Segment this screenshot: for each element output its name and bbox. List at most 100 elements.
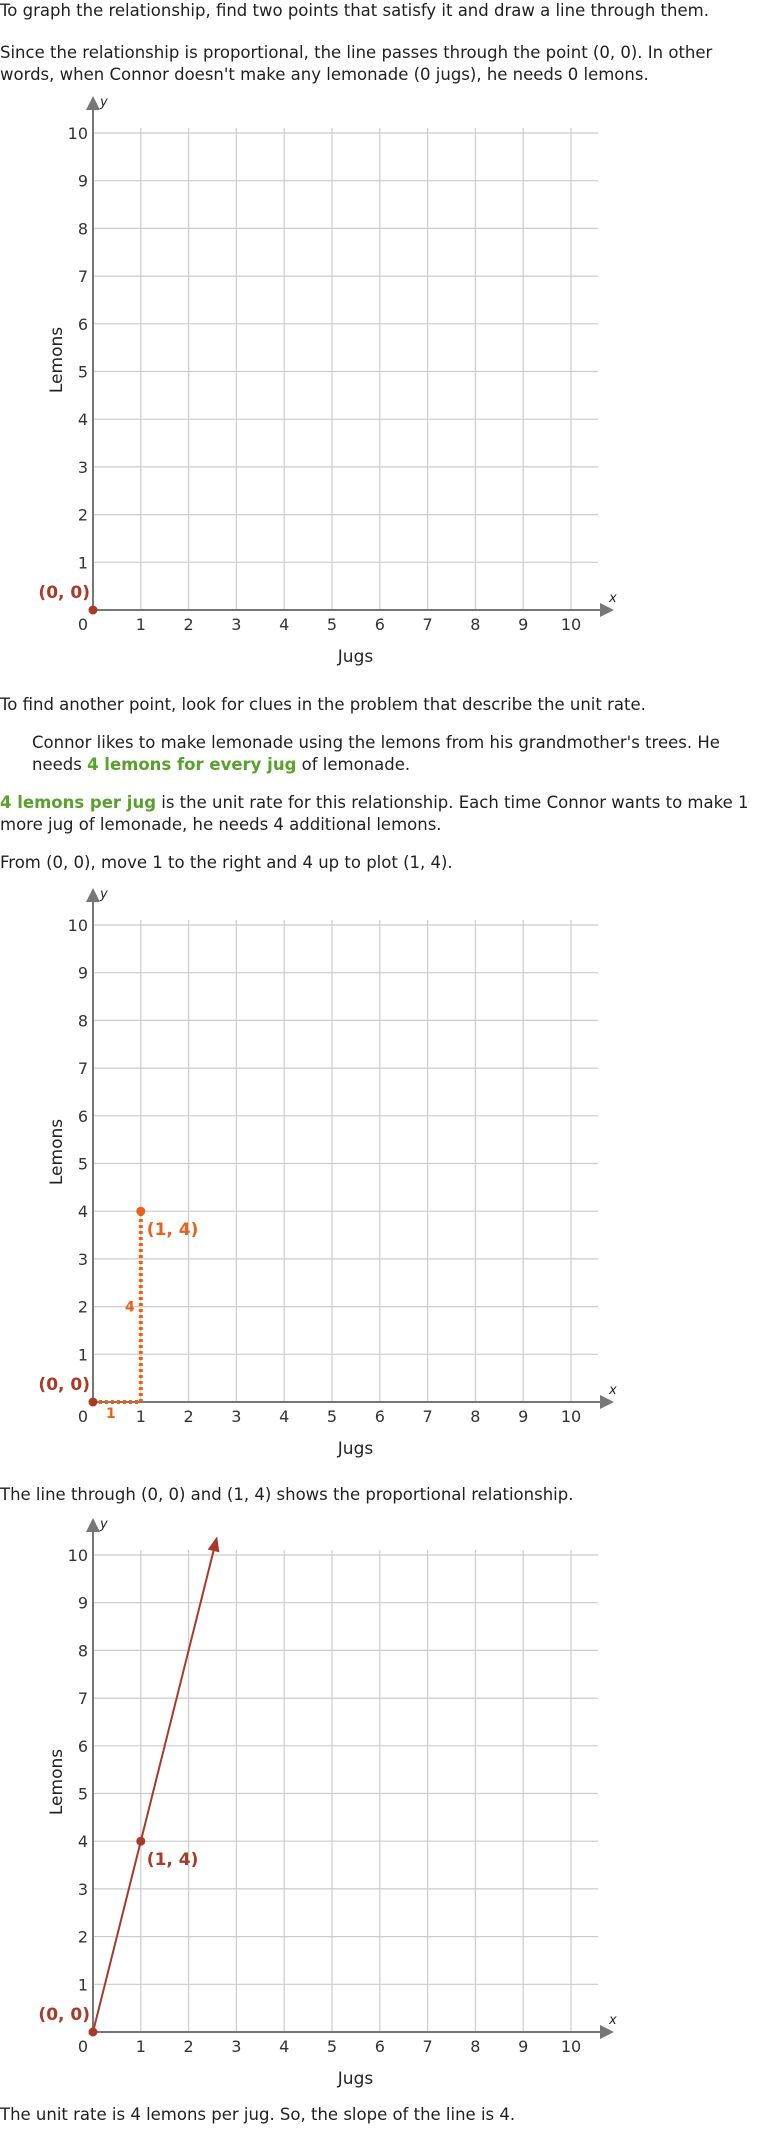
move-text: From (0, 0), move 1 to the right and 4 u… (0, 853, 453, 872)
y-tick-label: 4 (78, 1202, 88, 1221)
x-tick-label: 7 (423, 2037, 433, 2056)
x-axis-letter: x (608, 1383, 617, 1398)
y-axis-arrow (86, 96, 100, 110)
x-tick-label: 4 (279, 615, 289, 634)
y-tick-label: 8 (78, 219, 88, 238)
line-text: The line through (0, 0) and (1, 4) shows… (0, 1485, 574, 1504)
x-tick-label: 5 (327, 615, 337, 634)
x-axis-letter: x (608, 591, 617, 606)
y-tick-label: 8 (78, 1641, 88, 1660)
quote-highlight: 4 lemons for every jug (87, 755, 297, 774)
y-axis-arrow (86, 888, 100, 902)
point-label: (0, 0) (38, 2005, 90, 2025)
data-point (88, 605, 98, 615)
y-tick-label: 5 (78, 1785, 88, 1804)
y-tick-label: 7 (78, 267, 88, 286)
line-arrowhead (207, 1536, 220, 1553)
y-tick-label: 7 (78, 1689, 88, 1708)
y-axis-title: Lemons (47, 1119, 67, 1185)
x-tick-label: 3 (231, 1407, 241, 1426)
find-point-text: To find another point, look for clues in… (0, 695, 646, 714)
y-tick-label: 1 (78, 1975, 88, 1994)
x-tick-label: 7 (423, 615, 433, 634)
y-tick-label: 10 (68, 1546, 88, 1565)
y-axis-letter: y (99, 1517, 108, 1532)
rise-label: 4 (125, 1300, 135, 1316)
y-tick-label: 6 (78, 1107, 88, 1126)
x-axis-title: Jugs (337, 1439, 374, 1459)
problem-quote: Connor likes to make lemonade using the … (32, 732, 752, 776)
y-tick-label: 6 (78, 315, 88, 334)
y-tick-label: 1 (78, 1345, 88, 1364)
x-axis-title: Jugs (337, 647, 374, 667)
x-tick-label: 2 (184, 615, 194, 634)
y-tick-label: 3 (78, 1880, 88, 1899)
y-tick-label: 3 (78, 458, 88, 477)
y-tick-label: 10 (68, 124, 88, 143)
x-tick-label: 3 (231, 615, 241, 634)
quote-part2: of lemonade. (296, 755, 411, 774)
quote-part1: Connor likes to make lemonade using the … (32, 733, 720, 774)
y-tick-label: 5 (78, 363, 88, 382)
x-axis-letter: x (608, 2013, 617, 2028)
y-tick-label: 2 (78, 1298, 88, 1317)
data-point (88, 1397, 98, 1407)
x-tick-label: 10 (561, 2037, 581, 2056)
x-tick-label: 8 (470, 1407, 480, 1426)
point-label: (0, 0) (38, 583, 90, 603)
y-tick-label: 5 (78, 1155, 88, 1174)
y-tick-label: 3 (78, 1250, 88, 1269)
x-tick-label: 10 (561, 615, 581, 634)
y-axis-letter: y (99, 887, 108, 902)
point-label: (1, 4) (147, 1220, 199, 1240)
proportional-note: Since the relationship is proportional, … (0, 43, 713, 84)
x-tick-label: 0 (78, 1407, 88, 1426)
x-tick-label: 4 (279, 1407, 289, 1426)
unit-rate-text: 4 lemons per jug is the unit rate for th… (0, 792, 750, 836)
x-tick-label: 5 (327, 2037, 337, 2056)
data-point (136, 1836, 146, 1846)
y-tick-label: 9 (78, 172, 88, 191)
y-tick-label: 1 (78, 553, 88, 572)
run-label: 1 (106, 1406, 116, 1422)
chart-3: x y 0 1 2 3 4 5 6 7 8 9 10 1 2 3 4 5 6 7 8 9 10 Jugs Lemons (0, 0… (38, 1517, 617, 2089)
x-tick-label: 3 (231, 2037, 241, 2056)
y-axis-title: Lemons (47, 1749, 67, 1815)
unit-rate-highlight: 4 lemons per jug (0, 793, 157, 812)
x-tick-label: 8 (470, 2037, 480, 2056)
conclusion-text: The unit rate is 4 lemons per jug. So, t… (0, 2105, 516, 2124)
y-axis-title: Lemons (47, 327, 67, 393)
x-tick-label: 9 (518, 2037, 528, 2056)
x-tick-label: 7 (423, 1407, 433, 1426)
x-tick-label: 0 (78, 2037, 88, 2056)
x-tick-label: 6 (375, 1407, 385, 1426)
y-axis-letter: y (99, 95, 108, 110)
x-tick-label: 2 (184, 1407, 194, 1426)
unit-rate-rest: is the unit rate for this relationship. … (0, 793, 749, 834)
relationship-line (92, 1538, 218, 2033)
y-tick-label: 2 (78, 1928, 88, 1947)
x-tick-label: 2 (184, 2037, 194, 2056)
x-tick-label: 6 (375, 2037, 385, 2056)
y-tick-label: 4 (78, 1832, 88, 1851)
x-tick-label: 9 (518, 615, 528, 634)
x-tick-label: 9 (518, 1407, 528, 1426)
y-axis-arrow (86, 1518, 100, 1532)
x-axis-title: Jugs (337, 2069, 374, 2089)
x-tick-label: 1 (136, 615, 146, 634)
y-tick-label: 9 (78, 964, 88, 983)
x-tick-label: 4 (279, 2037, 289, 2056)
intro-text: To graph the relationship, find two poin… (0, 1, 709, 20)
y-tick-label: 4 (78, 410, 88, 429)
x-axis-arrow (600, 603, 614, 617)
y-tick-label: 10 (68, 916, 88, 935)
y-tick-label: 6 (78, 1737, 88, 1756)
data-point (88, 2027, 98, 2037)
x-tick-label: 1 (136, 2037, 146, 2056)
chart-2: x y 0 1 2 3 4 5 6 7 8 9 10 1 2 3 4 5 6 7 8 9 10 Jugs Lemons 1 4 (0,… (38, 887, 617, 1459)
y-tick-label: 2 (78, 506, 88, 525)
point-label: (0, 0) (38, 1375, 90, 1395)
x-axis-arrow (600, 2025, 614, 2039)
x-tick-label: 5 (327, 1407, 337, 1426)
y-tick-label: 8 (78, 1011, 88, 1030)
